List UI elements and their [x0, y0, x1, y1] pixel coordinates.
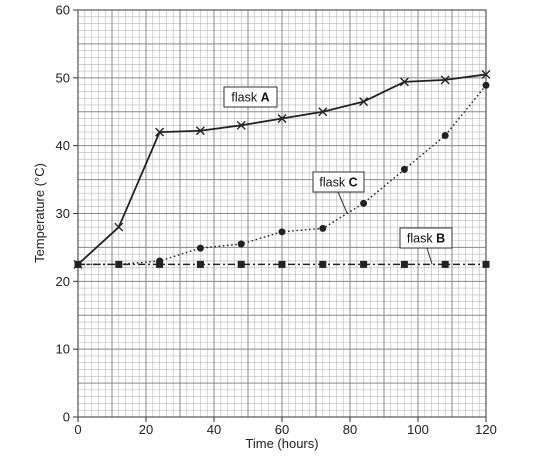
data-point-b: [441, 260, 449, 268]
label-letter: B: [436, 232, 445, 246]
data-point-b: [360, 260, 368, 268]
data-point-a: [114, 222, 124, 232]
data-point-a: [481, 69, 491, 79]
data-point-a: [236, 120, 246, 130]
data-point-b: [482, 260, 490, 268]
data-point-a: [440, 75, 450, 85]
y-tick-label: 20: [56, 274, 70, 289]
data-point-b: [400, 260, 408, 268]
x-tick-label: 80: [343, 422, 357, 437]
data-point-c: [278, 228, 286, 236]
x-tick-label: 40: [207, 422, 221, 437]
x-tick-label: 20: [139, 422, 153, 437]
axes: [73, 9, 487, 422]
series-label-c: flask C: [312, 171, 365, 214]
label-box: [312, 171, 365, 193]
data-point-a: [399, 77, 409, 87]
y-tick-label: 60: [56, 3, 70, 18]
x-tick-label: 120: [475, 422, 497, 437]
data-point-a: [318, 107, 328, 117]
data-point-c: [482, 81, 490, 89]
y-tick-label: 50: [56, 70, 70, 85]
label-text: flask A: [231, 91, 269, 105]
y-tick-label: 40: [56, 138, 70, 153]
label-leader-line: [337, 191, 348, 214]
label-prefix: flask: [407, 232, 436, 246]
data-point-c: [115, 260, 123, 268]
tick-labels: 0 20 40 60 80 100 120 0 10 20 30 40 50 60: [56, 3, 497, 438]
data-point-c: [400, 165, 408, 173]
label-prefix: flask: [231, 91, 260, 105]
series-label-b: flask B: [399, 227, 453, 265]
y-tick-label: 10: [56, 342, 70, 357]
data-point-c: [156, 257, 164, 265]
data-point-a: [195, 126, 205, 136]
label-text: flask B: [407, 232, 445, 246]
data-point-b: [319, 260, 327, 268]
data-point-c: [237, 240, 245, 248]
data-point-c: [196, 244, 204, 252]
y-axis-title: Temperature (°C): [32, 163, 47, 263]
data-point-a: [359, 97, 369, 107]
data-point-c: [74, 260, 82, 268]
series-label-a: flask A: [223, 86, 278, 108]
data-point-b: [278, 260, 286, 268]
label-prefix: flask: [319, 176, 348, 190]
data-point-c: [441, 131, 449, 139]
x-tick-label: 100: [407, 422, 429, 437]
label-letter: A: [261, 91, 270, 105]
data-point-a: [155, 127, 165, 137]
label-box: [223, 86, 278, 108]
series-line-c: [78, 84, 487, 266]
label-letter: C: [349, 176, 358, 190]
label-box: [399, 227, 453, 249]
data-point-c: [319, 224, 327, 232]
label-text: flask C: [319, 176, 357, 190]
label-leader-line: [426, 247, 433, 265]
y-tick-label: 30: [56, 206, 70, 221]
data-point-b: [237, 260, 245, 268]
data-point-c: [360, 199, 368, 207]
x-tick-label: 0: [74, 422, 81, 437]
series-layer: [73, 69, 491, 269]
x-tick-label: 60: [275, 422, 289, 437]
data-point-a: [277, 114, 287, 124]
y-tick-label: 0: [63, 410, 70, 425]
x-axis-title: Time (hours): [245, 436, 318, 451]
data-point-b: [196, 260, 204, 268]
